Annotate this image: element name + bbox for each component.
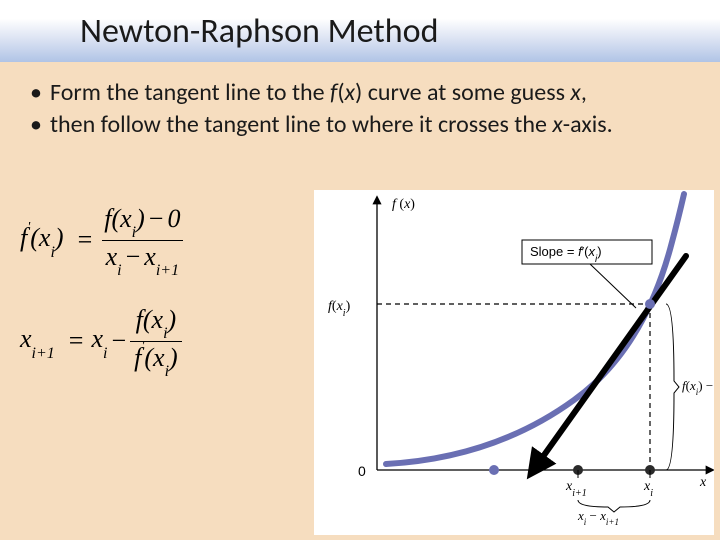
sym-zero: 0	[167, 204, 180, 233]
sym-sub: i	[163, 325, 167, 342]
bullet-list: Form the tangent line to the f(x) curve …	[28, 78, 692, 140]
title-band: Newton-Raphson Method	[0, 0, 720, 62]
equals: =	[69, 326, 84, 356]
sym-close: )	[136, 204, 145, 233]
bullet-x: x	[552, 110, 562, 139]
svg-text:f (x): f (x)	[392, 197, 415, 212]
equation-1: f'(xi) = f(xi)−0 xi−xi+1	[20, 205, 340, 276]
page-title: Newton-Raphson Method	[80, 11, 438, 52]
eq2-rhs-x: xi	[91, 324, 107, 358]
equations-block: f'(xi) = f(xi)−0 xi−xi+1 xi+1 = xi − f(x…	[20, 205, 340, 407]
svg-text:0: 0	[358, 463, 366, 479]
newton-diagram: Slope = f′(xi)f (x)x0f(xi)xi+1xixi − xi+…	[314, 190, 714, 535]
svg-text:x: x	[699, 475, 707, 490]
sym-open: (x	[30, 223, 50, 252]
sym-minus: −	[149, 204, 164, 233]
sym-open: (x	[144, 343, 164, 372]
sym-sub: i	[165, 363, 169, 380]
eq2-den: f'(xi)	[130, 341, 182, 377]
sym-prime: '	[141, 339, 144, 354]
sym-x: x	[91, 324, 103, 353]
sym-sub: i	[103, 345, 107, 362]
sym-close: )	[55, 223, 64, 252]
sym-close: )	[168, 305, 177, 334]
eq2-frac: f(xi) f'(xi)	[130, 306, 182, 377]
sym-close: )	[169, 343, 178, 372]
equals: =	[78, 225, 93, 255]
sym-open: (x	[143, 305, 163, 334]
sym-minus: −	[126, 242, 141, 271]
bullet-text: then follow the tangent line to where it…	[50, 110, 552, 139]
sym-x: x	[20, 324, 32, 353]
sym-prime: '	[27, 220, 30, 235]
eq1-frac: f(xi)−0 xi−xi+1	[100, 205, 184, 276]
bullet-x: x	[345, 78, 355, 107]
eq1-num: f(xi)−0	[100, 205, 184, 240]
sym-x: x	[106, 242, 118, 271]
equation-2: xi+1 = xi − f(xi) f'(xi)	[20, 306, 340, 377]
bullet-text: curve at some guess	[362, 78, 570, 107]
bullet-1: Form the tangent line to the f(x) curve …	[28, 78, 692, 108]
bullet-text: Form the tangent line to the	[50, 78, 330, 107]
bullet-tail: -axis.	[563, 110, 613, 139]
eq2-lhs: xi+1	[20, 324, 55, 358]
sym-sub: i	[50, 244, 54, 261]
eq1-den: xi−xi+1	[102, 240, 183, 276]
sym-open: (x	[111, 204, 131, 233]
diagram-svg: Slope = f′(xi)f (x)x0f(xi)xi+1xixi − xi+…	[314, 190, 714, 535]
sym-x: x	[144, 242, 156, 271]
sym-minus: −	[111, 326, 126, 356]
sym-sub: i+1	[32, 345, 55, 362]
sym-sub: i+1	[156, 262, 179, 279]
eq1-lhs: f'(xi)	[20, 223, 64, 257]
sym-f: f	[136, 305, 143, 334]
sym-sub: i	[117, 262, 121, 279]
bullet-2: then follow the tangent line to where it…	[28, 110, 692, 140]
bullet-fx-arg: (	[337, 78, 344, 107]
bullet-x2: x	[570, 78, 580, 107]
eq2-num: f(xi)	[132, 306, 181, 341]
sym-sub: i	[132, 224, 136, 241]
bullet-tail: ,	[581, 78, 587, 107]
